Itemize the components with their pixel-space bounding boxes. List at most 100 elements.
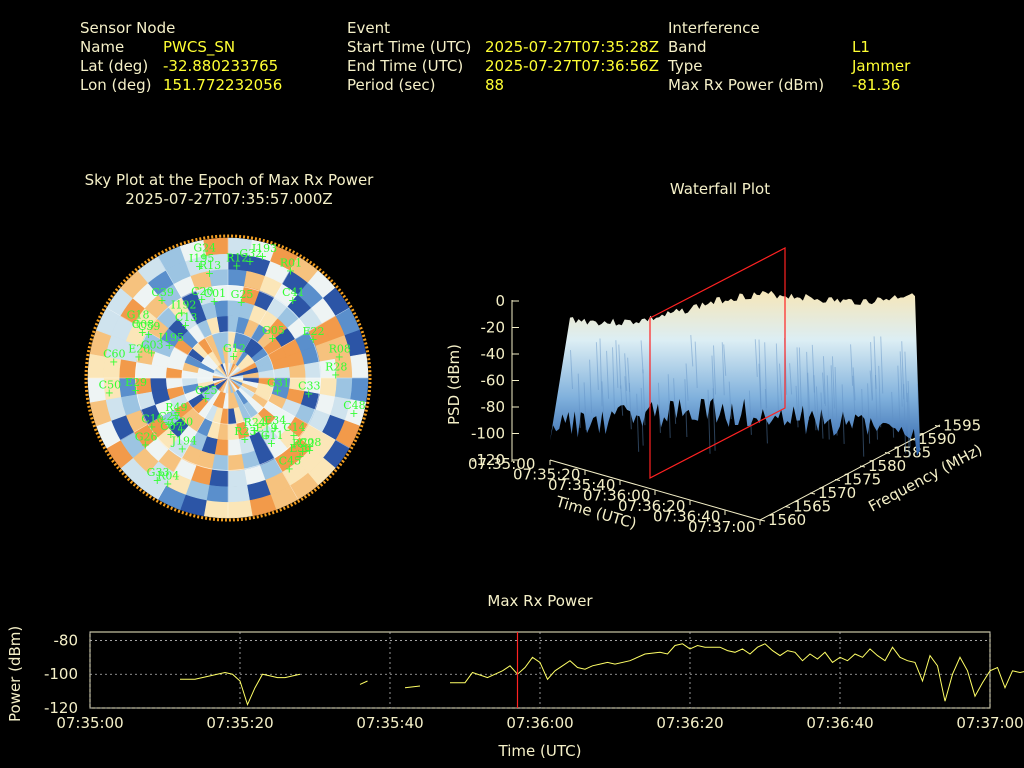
skyplot-cell	[227, 454, 245, 472]
satellite-label: G31	[267, 377, 290, 390]
wf-psd-tick-label: 0	[495, 292, 505, 310]
wf-streak	[764, 389, 768, 444]
wf-time-tick-label: 07:37:00	[688, 518, 755, 536]
wf-streak	[841, 384, 845, 444]
skyplot: +G24+I195+R13+I193+G32+R12+R01+C41+C39+G…	[84, 234, 372, 522]
mp-ytick-label: -120	[44, 699, 78, 717]
wf-streak	[807, 372, 811, 415]
satellite-label: C01	[204, 287, 226, 300]
wf-streak	[891, 391, 895, 438]
satellite-marker: +	[288, 294, 297, 307]
wf-streak	[806, 351, 810, 420]
wf-freq-tick	[934, 425, 941, 427]
wf-streak	[640, 340, 644, 374]
interference-label-band: Band	[668, 38, 707, 56]
wf-streak	[811, 344, 815, 393]
satellite-label: R04	[157, 469, 179, 482]
satellite-label: R12	[226, 252, 248, 265]
satellite-marker: +	[298, 445, 307, 458]
skyplot-horizon	[84, 234, 372, 522]
skyplot-cell	[288, 364, 307, 379]
satellite-label: E22	[303, 325, 325, 338]
mp-xtick-label: 07:37:00	[956, 714, 1023, 732]
wf-streak	[628, 382, 632, 430]
satellite-marker: +	[181, 319, 190, 332]
wf-streak	[685, 363, 689, 401]
skyplot-cell	[304, 361, 322, 379]
waterfall-zlabel: PSD (dBm)	[445, 343, 463, 425]
satellite-marker: +	[270, 422, 279, 435]
satellite-marker: +	[144, 328, 153, 341]
sensor-label-lat: Lat (deg)	[80, 57, 149, 75]
wf-freq-tick	[809, 492, 816, 495]
wf-streak	[615, 340, 619, 388]
wf-streak	[712, 388, 716, 451]
satellite-marker: +	[153, 474, 162, 487]
wf-streak	[899, 351, 903, 407]
satellite-marker: +	[177, 306, 186, 319]
wf-freq-tick-label: 1590	[918, 430, 956, 448]
wf-freq-tick-label: 1560	[768, 511, 806, 529]
wf-streak	[815, 386, 819, 430]
wf-streak	[830, 365, 834, 431]
satellite-marker: +	[131, 384, 140, 397]
maxpower-ylabel: Power (dBm)	[6, 625, 24, 722]
wf-streak	[789, 363, 793, 395]
satellite-label: I192	[171, 298, 196, 311]
wf-streak	[850, 344, 854, 386]
satellite-label: G26	[135, 431, 158, 444]
satellite-marker: +	[245, 255, 254, 268]
skyplot-cell	[206, 484, 229, 503]
wf-time-tick-label: 07:35:40	[548, 476, 615, 494]
satellite-marker: +	[240, 433, 249, 446]
satellite-label: R24	[244, 416, 266, 429]
satellite-label: E29	[125, 376, 147, 389]
wf-streak	[826, 375, 830, 440]
satellite-label: C59	[138, 320, 160, 333]
satellite-marker: +	[134, 350, 143, 363]
skyplot-spoke	[227, 307, 350, 379]
satellite-label: R49	[165, 401, 187, 414]
event-value-start: 2025-07-27T07:35:28Z	[485, 38, 659, 56]
satellite-marker: +	[237, 296, 246, 309]
satellite-marker: +	[232, 260, 241, 273]
wf-psd-tick-label: -40	[481, 345, 506, 363]
satellite-label: R28	[325, 361, 347, 374]
wf-psd-tick-label: -80	[481, 398, 506, 416]
wf-streak	[601, 381, 605, 421]
satellite-label: I195	[189, 252, 214, 265]
satellite-label: R13	[199, 259, 221, 272]
skyplot-cell	[149, 377, 168, 392]
satellite-marker: +	[267, 437, 276, 450]
wf-freq-tick-label: 1580	[868, 457, 906, 475]
wf-streak	[822, 372, 826, 404]
wf-streak	[779, 363, 783, 401]
wf-streak	[636, 393, 640, 452]
satellite-label: E34	[264, 414, 286, 427]
wf-streak	[917, 384, 921, 439]
satellite-label: G11	[261, 429, 284, 442]
satellite-marker: +	[261, 430, 270, 443]
skyplot-cell	[208, 469, 229, 488]
satellite-label: C27	[158, 410, 180, 423]
wf-streak	[618, 344, 622, 389]
wf-streak	[870, 342, 874, 400]
satellite-marker: +	[229, 350, 238, 363]
satellite-label: G05	[262, 324, 285, 337]
wf-streak	[657, 382, 661, 433]
waterfall-title: Waterfall Plot	[669, 180, 771, 198]
wf-streak	[748, 390, 752, 435]
satellite-marker: +	[197, 293, 206, 306]
event-value-period: 88	[485, 76, 505, 94]
mp-xtick-label: 07:35:00	[56, 714, 123, 732]
wf-streak	[822, 356, 826, 407]
satellite-marker: +	[109, 356, 118, 369]
satellite-marker: +	[304, 387, 313, 400]
sensor-label-name: Name	[80, 38, 125, 56]
wf-psd-tick-label: -100	[471, 425, 505, 443]
satellite-marker: +	[335, 350, 344, 363]
wf-freq-tick	[909, 438, 916, 441]
satellite-marker: +	[258, 250, 267, 263]
satellite-label: C13	[175, 311, 197, 324]
